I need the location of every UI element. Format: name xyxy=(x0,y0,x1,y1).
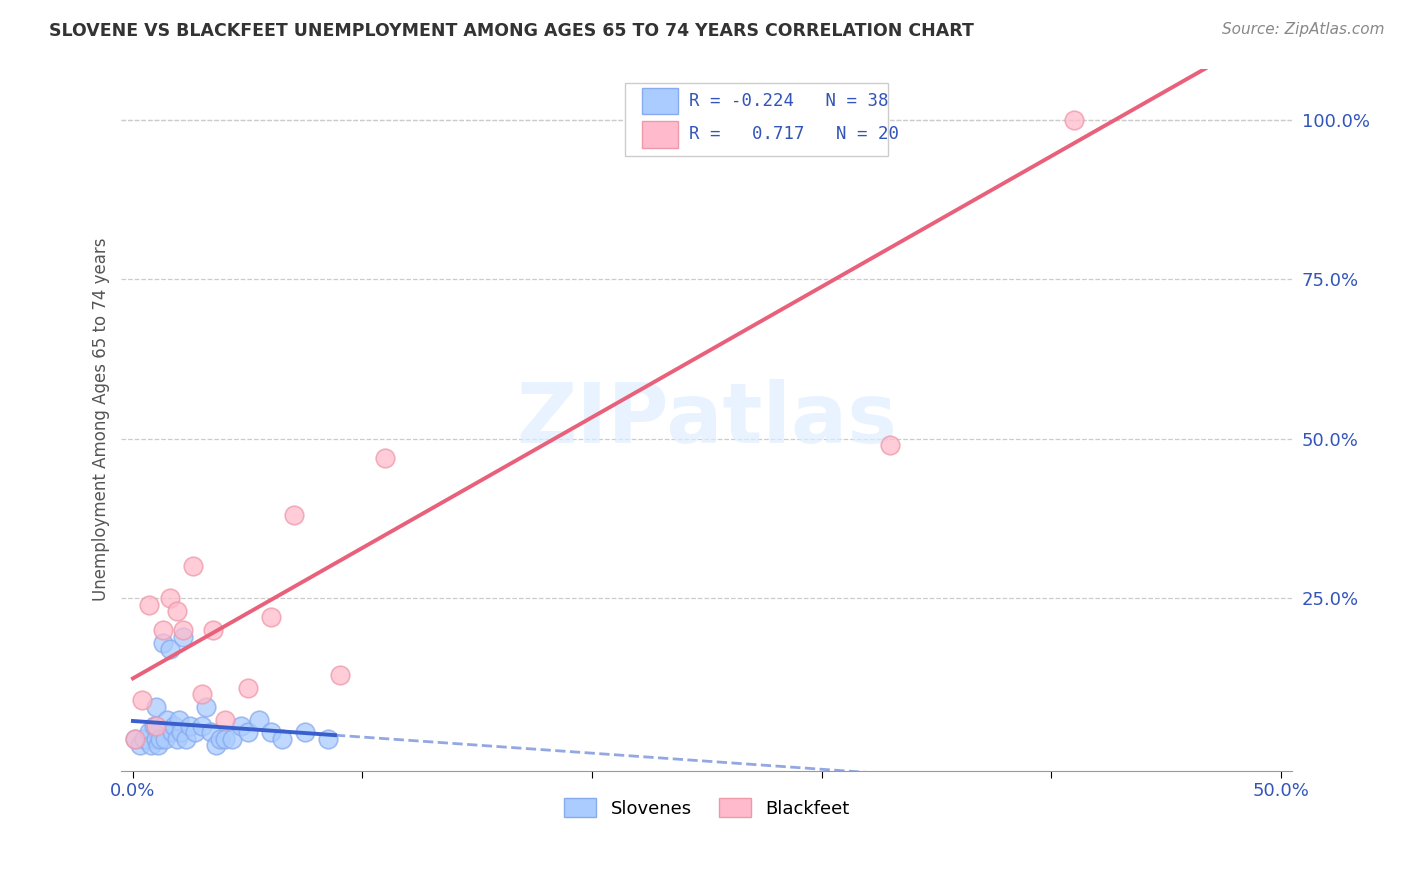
Point xyxy=(166,731,188,746)
Point xyxy=(191,687,214,701)
Text: SLOVENE VS BLACKFEET UNEMPLOYMENT AMONG AGES 65 TO 74 YEARS CORRELATION CHART: SLOVENE VS BLACKFEET UNEMPLOYMENT AMONG … xyxy=(49,22,974,40)
Point xyxy=(134,731,156,746)
FancyBboxPatch shape xyxy=(624,83,889,156)
Point xyxy=(149,731,172,746)
Point xyxy=(174,731,197,746)
Point xyxy=(214,731,236,746)
Text: R = -0.224   N = 38: R = -0.224 N = 38 xyxy=(689,92,889,110)
Point xyxy=(145,719,167,733)
Point xyxy=(1063,112,1085,127)
Point xyxy=(221,731,243,746)
Point xyxy=(166,604,188,618)
Point xyxy=(172,624,194,638)
FancyBboxPatch shape xyxy=(643,121,678,148)
Point xyxy=(202,624,225,638)
Point xyxy=(209,731,232,746)
Point xyxy=(138,598,160,612)
Point xyxy=(181,559,204,574)
Point xyxy=(152,624,174,638)
Point xyxy=(167,713,190,727)
Point xyxy=(159,642,181,657)
Point xyxy=(195,699,218,714)
Point xyxy=(271,731,294,746)
Point xyxy=(124,731,146,746)
Point xyxy=(138,725,160,739)
Point xyxy=(131,693,153,707)
Y-axis label: Unemployment Among Ages 65 to 74 years: Unemployment Among Ages 65 to 74 years xyxy=(93,238,110,601)
Point xyxy=(153,731,176,746)
Point xyxy=(328,668,350,682)
Point xyxy=(259,610,281,624)
Text: Source: ZipAtlas.com: Source: ZipAtlas.com xyxy=(1222,22,1385,37)
Point xyxy=(145,719,167,733)
Point xyxy=(145,731,167,746)
Legend: Slovenes, Blackfeet: Slovenes, Blackfeet xyxy=(557,791,858,825)
Point xyxy=(170,725,193,739)
Point xyxy=(191,719,214,733)
Point xyxy=(146,738,169,752)
Point xyxy=(142,719,165,733)
Point xyxy=(229,719,252,733)
Point xyxy=(283,508,305,523)
Point xyxy=(179,719,201,733)
Point xyxy=(156,713,179,727)
Point xyxy=(124,731,146,746)
Point xyxy=(160,725,183,739)
Point xyxy=(696,112,718,127)
Point xyxy=(294,725,316,739)
Point xyxy=(152,636,174,650)
FancyBboxPatch shape xyxy=(643,87,678,114)
Point xyxy=(879,438,901,452)
Point xyxy=(247,713,270,727)
Text: ZIPatlas: ZIPatlas xyxy=(516,379,897,460)
Point xyxy=(128,738,150,752)
Point xyxy=(374,450,396,465)
Point xyxy=(141,738,163,752)
Text: R =   0.717   N = 20: R = 0.717 N = 20 xyxy=(689,126,900,144)
Point xyxy=(184,725,207,739)
Point xyxy=(259,725,281,739)
Point xyxy=(204,738,226,752)
Point xyxy=(200,725,222,739)
Point xyxy=(145,699,167,714)
Point xyxy=(236,725,259,739)
Point xyxy=(159,591,181,606)
Point xyxy=(163,719,186,733)
Point xyxy=(316,731,339,746)
Point xyxy=(236,681,259,695)
Point xyxy=(172,630,194,644)
Point xyxy=(214,713,236,727)
